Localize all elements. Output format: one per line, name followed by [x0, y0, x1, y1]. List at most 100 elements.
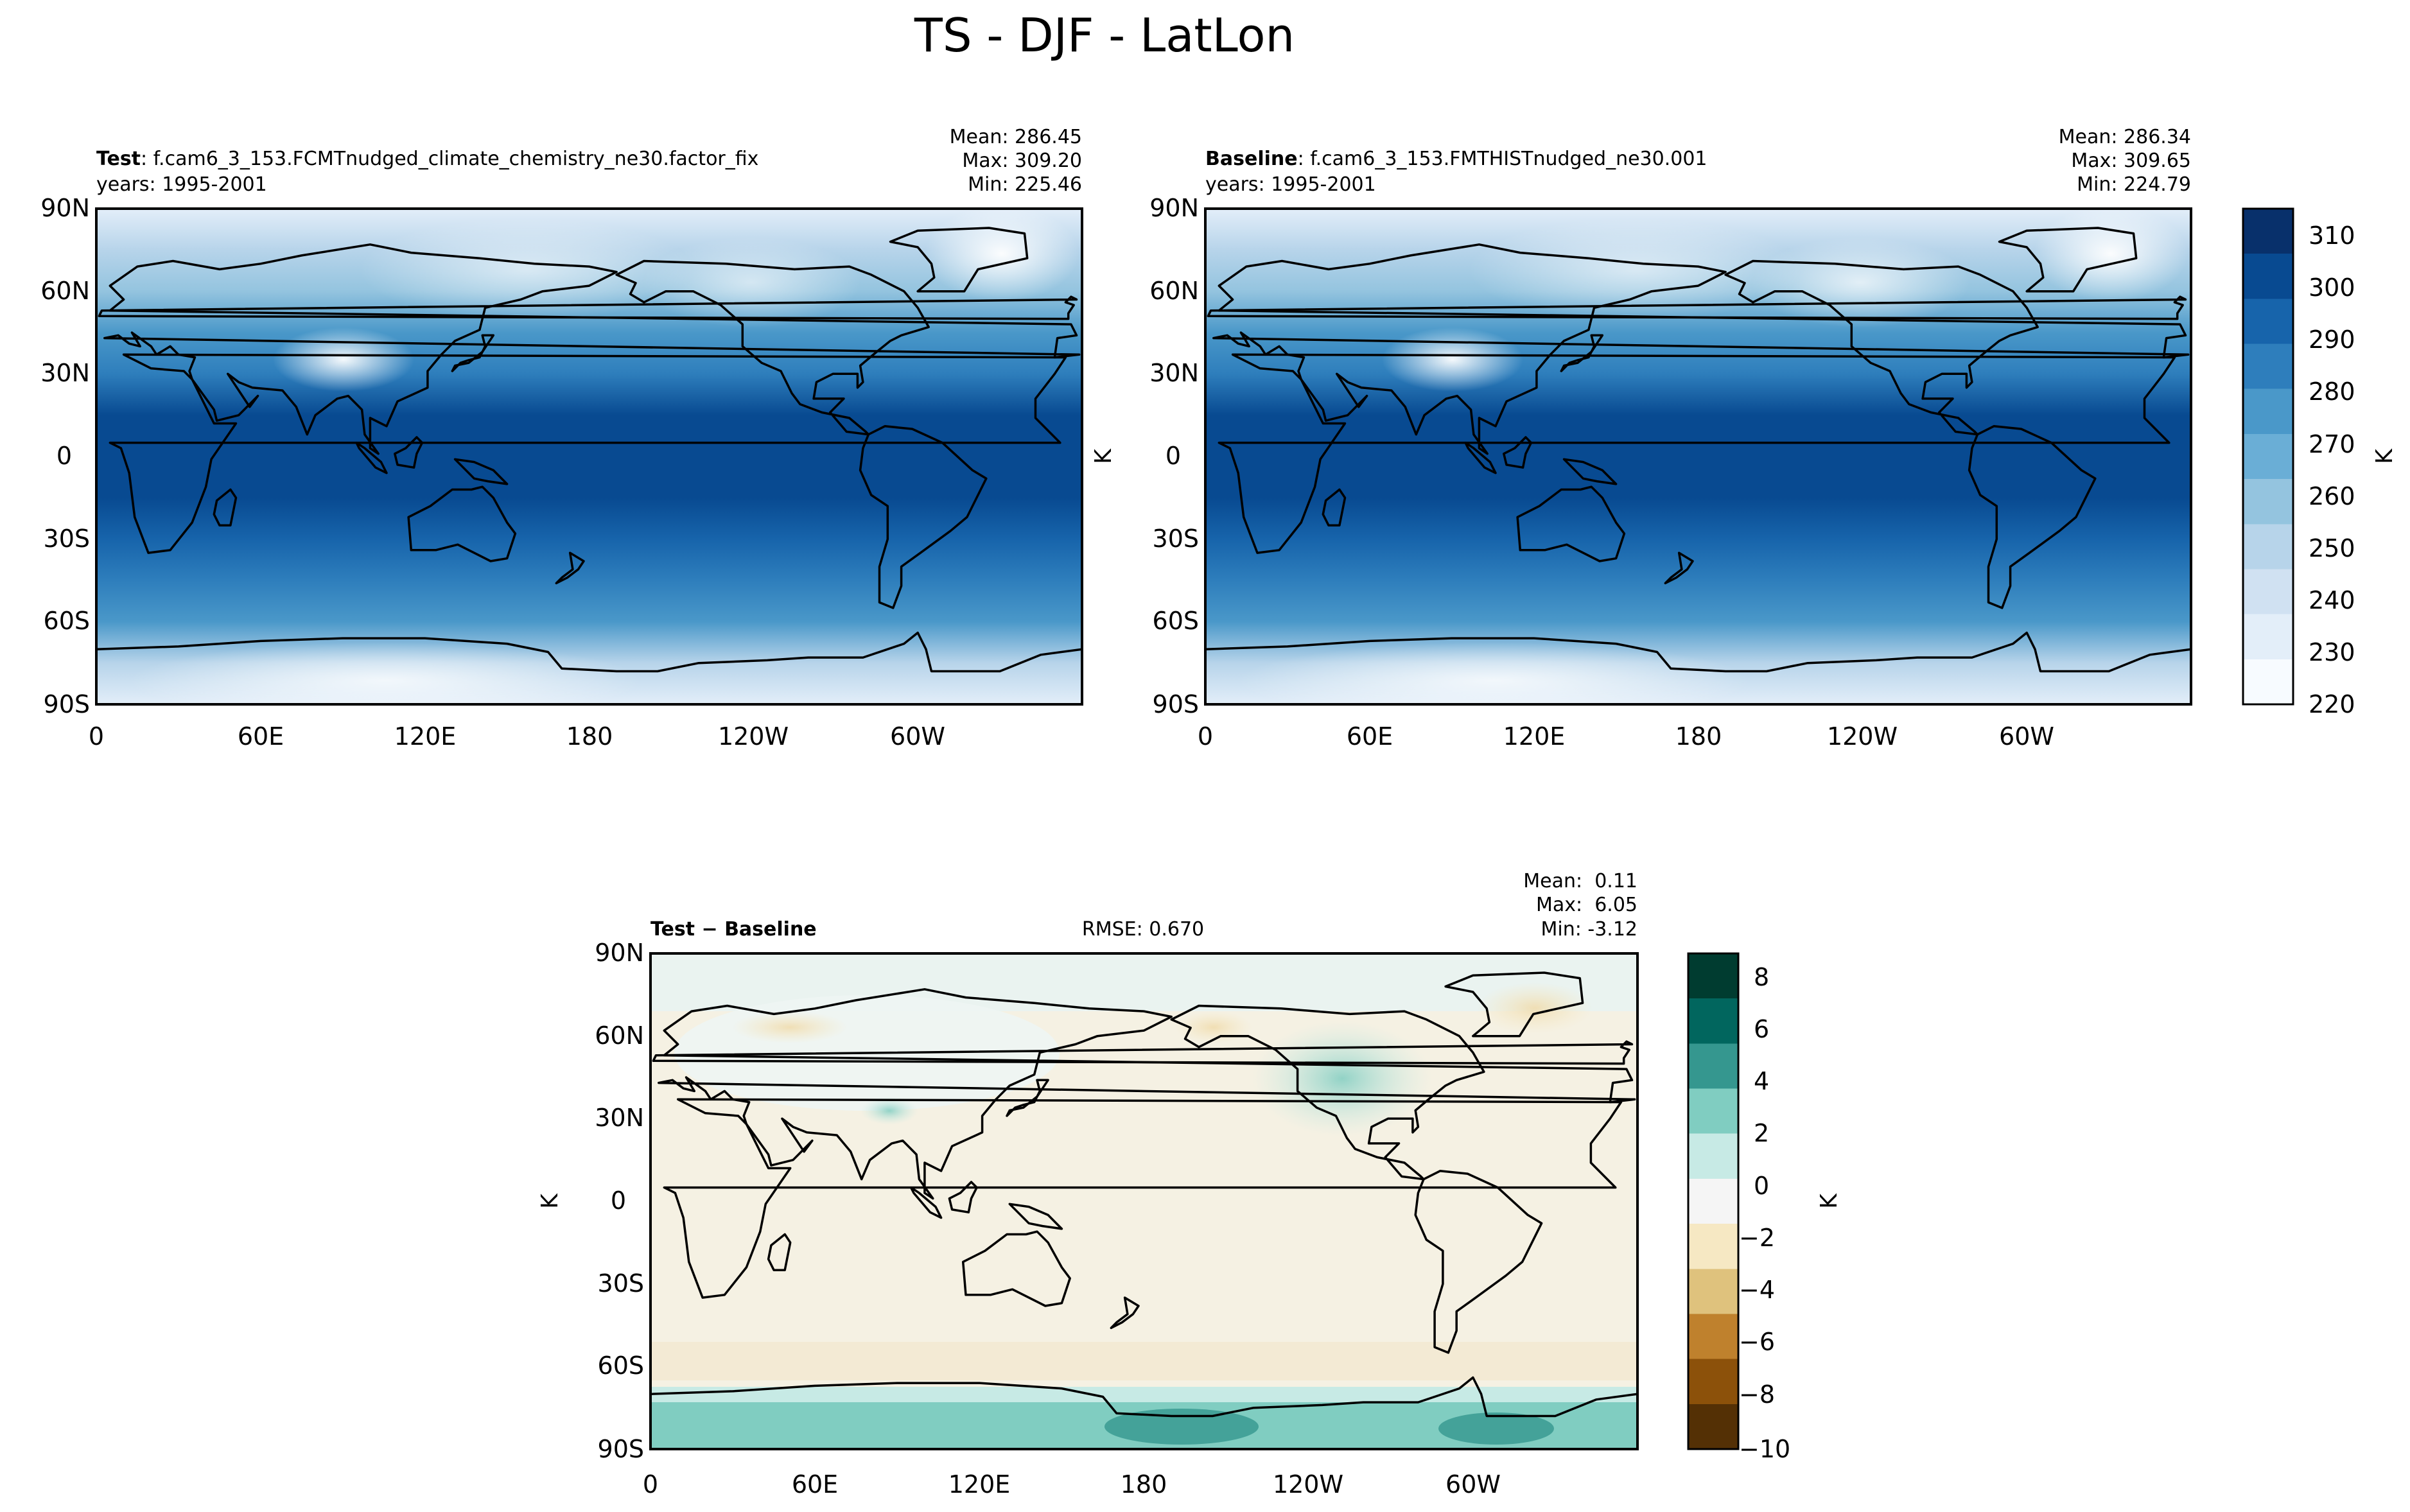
coastline-australia — [1516, 485, 1626, 562]
baseline-ytick: 90N — [1149, 194, 1199, 222]
diff-ytick: 90S — [598, 1435, 644, 1463]
diff-ylabel: K — [537, 1193, 563, 1209]
baseline-xtick: 120W — [1827, 722, 1898, 751]
baseline-antarctic-cold — [1237, 642, 1751, 704]
baseline-ytick: 30N — [1149, 359, 1199, 387]
test-ytick: 90N — [40, 194, 90, 222]
baseline-coastlines — [1205, 227, 2191, 673]
coastline-northamerica — [1724, 259, 2039, 436]
brbg-cbar-tick: −6 — [1739, 1328, 1775, 1356]
baseline-map — [1205, 209, 2191, 704]
coastline-eurasia — [103, 243, 1081, 455]
diff-map — [651, 953, 1637, 1449]
test-frame — [95, 207, 1083, 706]
baseline-years: years: 1995-2001 — [1205, 173, 1376, 196]
coastline-antarctica — [1205, 631, 2191, 673]
test-siberia-cold — [360, 218, 694, 321]
coastline-britain — [652, 1040, 1634, 1065]
blues-cbar-tick: 300 — [2309, 274, 2355, 302]
brbg-cbar-tick: −4 — [1739, 1276, 1775, 1304]
baseline-x-ticks: 0 60E 120E 180 120W 60W — [1198, 722, 2054, 751]
test-years: years: 1995-2001 — [96, 173, 267, 196]
blues-cbar-tick: 310 — [2309, 222, 2355, 250]
diff-xtick: 0 — [643, 1470, 658, 1499]
baseline-frame — [1204, 207, 2192, 706]
test-label-case: : f.cam6_3_153.FCMTnudged_climate_chemis… — [141, 148, 758, 170]
brbg-colorbar-label: K — [1816, 1193, 1842, 1209]
coastline-antarctica — [96, 631, 1082, 673]
coastline-nz — [555, 552, 585, 585]
baseline-panel: Baseline: f.cam6_3_153.FMTHISTnudged_ne3… — [1090, 126, 2192, 751]
baseline-ylabel: K — [1090, 448, 1117, 464]
brbg-cbar-tick: 4 — [1754, 1067, 1769, 1095]
diff-ytick: 30S — [598, 1269, 644, 1298]
blues-cbar-tick: 240 — [2309, 586, 2355, 614]
test-panel: Test: f.cam6_3_153.FCMTnudged_climate_ch… — [40, 126, 1083, 751]
test-stat-mean: Mean: 286.45 — [950, 126, 1082, 148]
baseline-siberia-cold — [1469, 218, 1803, 321]
test-label-bold: Test — [96, 148, 141, 170]
brbg-colorbar: 8 6 4 2 0 −2 −4 −6 −8 −10 K — [1687, 952, 1842, 1463]
test-stat-min: Min: 225.46 — [968, 173, 1082, 196]
coastline-britain — [1207, 295, 2187, 320]
coastline-borneo — [394, 436, 424, 469]
coastline-southamerica — [1968, 425, 2097, 609]
baseline-tibet-cold — [1382, 327, 1523, 392]
test-tibet-cold — [273, 327, 414, 392]
test-label: Test: f.cam6_3_153.FCMTnudged_climate_ch… — [96, 148, 758, 170]
brbg-cbar-tick: 6 — [1754, 1015, 1769, 1043]
diff-y-ticks: 90N 60N 30N 0 30S 60S 90S — [595, 939, 644, 1463]
test-greenland-cold — [925, 209, 1079, 302]
diff-ytick: 60S — [598, 1351, 644, 1380]
coastline-antarctica — [651, 1376, 1637, 1418]
baseline-stat-min: Min: 224.79 — [2077, 173, 2191, 196]
baseline-greenland-cold — [2034, 209, 2188, 302]
diff-x-ticks: 0 60E 120E 180 120W 60W — [643, 1470, 1501, 1499]
baseline-stat-max: Max: 309.65 — [2071, 150, 2191, 172]
diff-label-test: Test — [651, 918, 695, 941]
baseline-label: Baseline: f.cam6_3_153.FMTHISTnudged_ne3… — [1205, 148, 1707, 170]
baseline-xtick: 60E — [1347, 722, 1393, 751]
coastline-nz — [1664, 552, 1694, 585]
blues-cbar-tick: 280 — [2309, 378, 2355, 406]
coastline-sumatra — [1464, 441, 1497, 474]
diff-coastlines — [651, 971, 1637, 1418]
coastline-africa — [1218, 353, 2176, 554]
test-ytick: 60N — [40, 277, 90, 305]
test-xtick: 120W — [718, 722, 789, 751]
coastline-borneo — [948, 1181, 978, 1213]
coastline-madagascar — [1322, 488, 1347, 526]
blues-cbar-tick: 230 — [2309, 638, 2355, 666]
blues-cbar-tick: 290 — [2309, 326, 2355, 354]
test-y-ticks: 90N 60N 30N 0 30S 60S 90S — [40, 194, 90, 718]
test-coastlines — [96, 227, 1082, 673]
coastline-newguinea — [1008, 1203, 1063, 1230]
coastline-sumatra — [909, 1186, 943, 1219]
coastline-sumatra — [355, 441, 388, 474]
coastline-greenland — [1444, 971, 1584, 1038]
brbg-cbar-tick: −8 — [1739, 1380, 1775, 1409]
brbg-colorbar-bar — [1687, 952, 1740, 1450]
coastline-japan — [1006, 1079, 1049, 1117]
test-antarctic-cold — [128, 642, 642, 704]
test-stat-max: Max: 309.20 — [962, 150, 1082, 172]
test-ytick: 0 — [57, 442, 72, 470]
test-ytick: 30N — [40, 359, 90, 387]
coastline-borneo — [1503, 436, 1533, 469]
blues-colorbar: 310 300 290 280 270 260 250 240 230 220 … — [2242, 207, 2398, 718]
coastline-britain — [98, 295, 1078, 320]
brbg-colorbar-ticks: 8 6 4 2 0 −2 −4 −6 −8 −10 — [1739, 963, 1790, 1463]
coastline-greenland — [889, 227, 1029, 293]
test-x-ticks: 0 60E 120E 180 120W 60W — [89, 722, 945, 751]
diff-stat-mean: Mean: 0.11 — [1523, 870, 1637, 892]
blues-colorbar-bar — [2242, 207, 2294, 706]
diff-ross-warm — [1105, 1409, 1259, 1445]
baseline-y-ticks: 90N 60N 30N 0 30S 60S 90S — [1149, 194, 1199, 718]
test-xtick: 0 — [89, 722, 104, 751]
diff-xtick: 120E — [948, 1470, 1011, 1499]
test-xtick: 180 — [566, 722, 613, 751]
baseline-xtick: 120E — [1503, 722, 1566, 751]
baseline-canada-cold — [1751, 238, 1969, 327]
coastline-madagascar — [213, 488, 238, 526]
